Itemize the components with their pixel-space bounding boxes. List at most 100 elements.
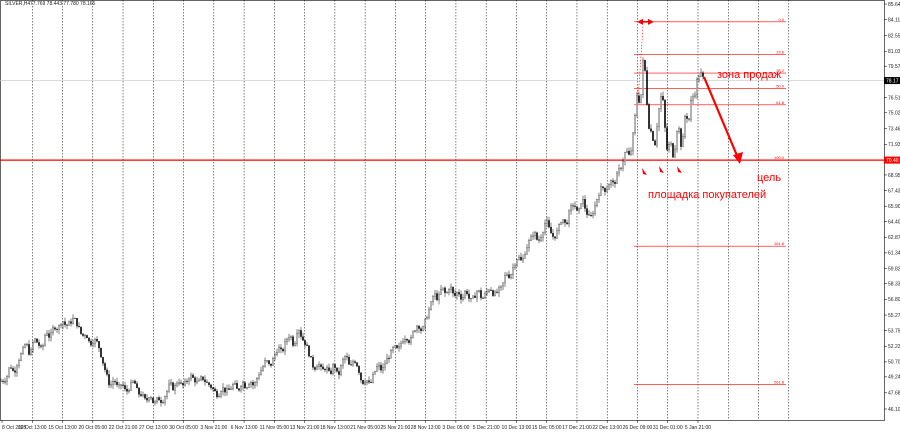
candle-body xyxy=(646,70,648,105)
candle-body xyxy=(552,233,554,237)
candle-body xyxy=(540,237,542,241)
candle-body xyxy=(200,376,202,381)
x-tick-label: 17 Dec 21:00 xyxy=(562,425,592,431)
y-tick-label: 47.68 xyxy=(888,391,900,397)
candle-body xyxy=(698,76,700,80)
candle-body xyxy=(372,373,374,383)
candle-body xyxy=(506,274,508,276)
candle-body xyxy=(296,333,298,344)
y-tick-label: 52.23 xyxy=(888,344,900,350)
candle-body xyxy=(586,208,588,215)
candle-body xyxy=(52,327,54,334)
candle-body xyxy=(616,172,618,184)
candle-body xyxy=(134,380,136,384)
candle-body xyxy=(562,219,564,223)
candle-body xyxy=(254,382,256,386)
candle-body xyxy=(466,290,468,295)
candle-body xyxy=(140,394,142,396)
candle-body xyxy=(192,374,194,378)
candle-body xyxy=(94,338,96,344)
candle-body xyxy=(276,352,278,355)
x-tick-label: 10 Oct 13:00 xyxy=(18,425,47,431)
candle-body xyxy=(690,100,692,120)
candle-body xyxy=(210,384,212,388)
candle-body xyxy=(618,168,620,174)
candle-body xyxy=(160,400,162,403)
candle-body xyxy=(498,287,500,293)
candle-body xyxy=(492,290,494,296)
x-tick-label: 22 Oct 21:00 xyxy=(109,425,138,431)
buyers-pointer-arrow xyxy=(642,168,647,175)
annotations[interactable]: зона продаж цель площадка покупателей xyxy=(637,18,782,201)
candle-body xyxy=(202,376,204,380)
candle-body xyxy=(26,344,28,346)
candle-body xyxy=(310,356,312,358)
candle-body xyxy=(4,381,6,383)
candle-body xyxy=(488,289,490,292)
support-level[interactable]: 70.40 xyxy=(0,156,900,164)
candle-body xyxy=(288,337,290,340)
candle-body xyxy=(78,325,80,328)
candle-body xyxy=(70,321,72,324)
candle-body xyxy=(560,222,562,225)
y-tick-label: 50.70 xyxy=(888,360,900,366)
candle-body xyxy=(316,366,318,370)
x-tick-label: 21 Nov 05:00 xyxy=(350,425,380,431)
candle-body xyxy=(86,335,88,339)
candle-body xyxy=(106,369,108,375)
candle-body xyxy=(610,180,612,185)
candle-body xyxy=(14,370,16,373)
candle-body xyxy=(664,99,666,128)
candle-body xyxy=(526,247,528,255)
candle-body xyxy=(442,287,444,290)
candle-body xyxy=(234,382,236,385)
candle-body xyxy=(58,325,60,330)
x-tick-label: 5 Jan 21:00 xyxy=(685,425,711,431)
candle-body xyxy=(504,275,506,283)
candle-body xyxy=(674,148,676,158)
candle-body xyxy=(446,292,448,294)
candle-body xyxy=(118,384,120,386)
candle-body xyxy=(182,383,184,386)
candle-body xyxy=(126,388,128,392)
candle-body xyxy=(676,131,678,150)
x-tick-label: 26 Dec 09:00 xyxy=(623,425,653,431)
candle-body xyxy=(472,295,474,299)
candle-body xyxy=(378,364,380,367)
candle-body xyxy=(514,264,516,268)
candle-body xyxy=(334,364,336,368)
candle-body xyxy=(542,232,544,238)
candle-body xyxy=(410,337,412,343)
candle-body xyxy=(136,383,138,389)
candle-body xyxy=(270,363,272,366)
candle-body xyxy=(314,367,316,370)
candle-body xyxy=(648,104,650,129)
candle-body xyxy=(480,290,482,299)
candle-body xyxy=(630,150,632,155)
candle-body xyxy=(304,340,306,345)
candle-body xyxy=(68,321,70,326)
candle-body xyxy=(40,345,42,347)
candle-body xyxy=(564,219,566,223)
candle-body xyxy=(556,230,558,239)
candle-body xyxy=(660,95,662,109)
candle-body xyxy=(656,126,658,146)
top-marker-arrow-right xyxy=(648,18,654,25)
candle-body xyxy=(12,368,14,371)
candle-body xyxy=(638,95,640,103)
candle-body xyxy=(544,223,546,233)
candle-body xyxy=(340,365,342,375)
candle-body xyxy=(256,378,258,383)
candle-body xyxy=(642,59,644,95)
candle-body xyxy=(250,382,252,385)
candle-body xyxy=(588,214,590,216)
forecast-arrow-line xyxy=(702,76,740,159)
candle-body xyxy=(468,293,470,299)
candle-body xyxy=(294,343,296,346)
candle-body xyxy=(164,396,166,403)
candle-body xyxy=(162,402,164,403)
y-tick-label: 55.27 xyxy=(888,313,900,319)
candle-body xyxy=(168,383,170,392)
